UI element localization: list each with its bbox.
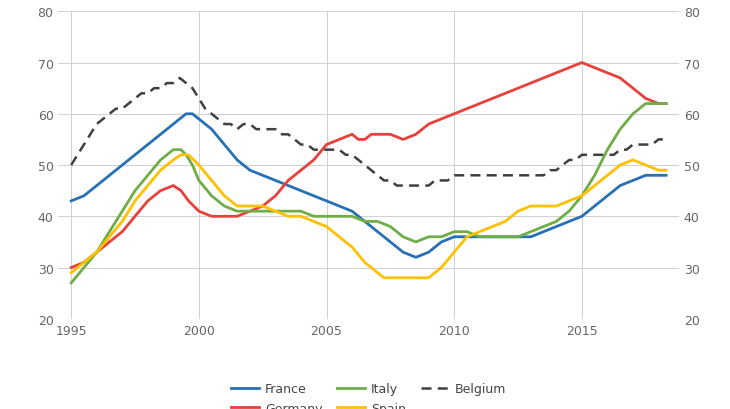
Legend: France, Germany, Italy, Spain, Belgium: France, Germany, Italy, Spain, Belgium: [226, 378, 511, 409]
